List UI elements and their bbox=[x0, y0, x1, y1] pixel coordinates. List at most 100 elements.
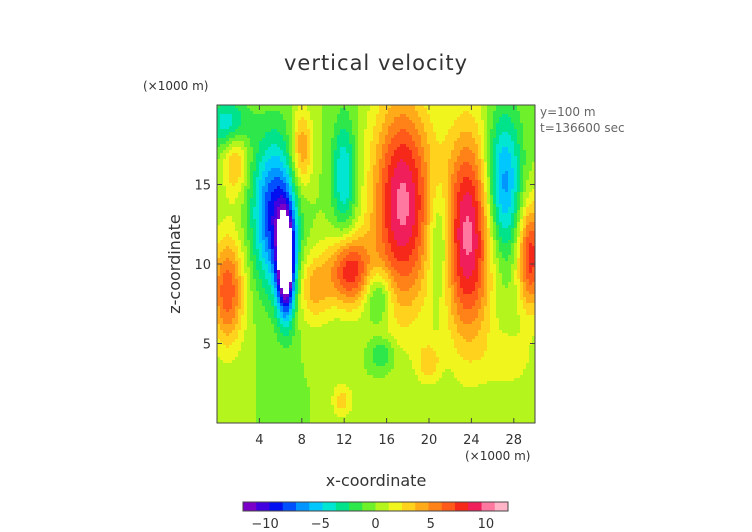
heatmap-cell bbox=[454, 243, 458, 247]
heatmap-cell bbox=[247, 144, 251, 148]
heatmap-cell bbox=[493, 159, 497, 163]
heatmap-cell bbox=[331, 231, 335, 235]
heatmap-cell bbox=[469, 120, 473, 124]
heatmap-cell bbox=[325, 186, 329, 190]
heatmap-cell bbox=[292, 198, 296, 202]
heatmap-cell bbox=[358, 216, 362, 220]
heatmap-cell bbox=[442, 108, 446, 112]
heatmap-cell bbox=[244, 123, 248, 127]
heatmap-cell bbox=[328, 231, 332, 235]
heatmap-cell bbox=[454, 123, 458, 127]
heatmap-cell bbox=[466, 225, 470, 229]
heatmap-cell bbox=[280, 192, 284, 196]
heatmap-cell bbox=[310, 225, 314, 229]
heatmap-cell bbox=[457, 138, 461, 142]
heatmap-cell bbox=[421, 147, 425, 151]
heatmap-cell bbox=[526, 123, 530, 127]
heatmap-cell bbox=[268, 240, 272, 244]
heatmap-cell bbox=[487, 111, 491, 115]
heatmap-cell bbox=[322, 120, 326, 124]
heatmap-cell bbox=[265, 192, 269, 196]
heatmap-cell bbox=[523, 141, 527, 145]
heatmap-cell bbox=[304, 150, 308, 154]
heatmap-cell bbox=[340, 126, 344, 130]
heatmap-cell bbox=[376, 120, 380, 124]
heatmap-cell bbox=[421, 129, 425, 133]
heatmap-cell bbox=[466, 162, 470, 166]
heatmap-cell bbox=[256, 195, 260, 199]
heatmap-cell bbox=[391, 234, 395, 238]
heatmap-cell bbox=[376, 126, 380, 130]
heatmap-cell bbox=[289, 159, 293, 163]
heatmap-cell bbox=[418, 198, 422, 202]
heatmap-cell bbox=[349, 141, 353, 145]
heatmap-cell bbox=[511, 219, 515, 223]
heatmap-cell bbox=[523, 171, 527, 175]
heatmap-cell bbox=[526, 204, 530, 208]
heatmap-cell bbox=[430, 165, 434, 169]
heatmap-cell bbox=[475, 105, 479, 109]
heatmap-cell bbox=[430, 168, 434, 172]
heatmap-cell bbox=[436, 126, 440, 130]
heatmap-cell bbox=[253, 159, 257, 163]
heatmap-cell bbox=[487, 108, 491, 112]
heatmap-cell bbox=[340, 141, 344, 145]
heatmap-cell bbox=[238, 186, 242, 190]
heatmap-cell bbox=[529, 117, 533, 121]
heatmap-cell bbox=[520, 240, 524, 244]
heatmap-cell bbox=[226, 108, 230, 112]
heatmap-cell bbox=[238, 141, 242, 145]
heatmap-cell bbox=[388, 162, 392, 166]
heatmap-cell bbox=[268, 114, 272, 118]
heatmap-cell bbox=[487, 141, 491, 145]
heatmap-cell bbox=[403, 228, 407, 232]
heatmap-cell bbox=[451, 114, 455, 118]
heatmap-cell bbox=[478, 195, 482, 199]
heatmap-cell bbox=[454, 201, 458, 205]
heatmap-cell bbox=[409, 147, 413, 151]
heatmap-cell bbox=[520, 210, 524, 214]
heatmap-cell bbox=[415, 213, 419, 217]
heatmap-cell bbox=[469, 162, 473, 166]
heatmap-cell bbox=[325, 243, 329, 247]
heatmap-cell bbox=[271, 198, 275, 202]
heatmap-cell bbox=[325, 183, 329, 187]
heatmap-cell bbox=[436, 231, 440, 235]
heatmap-cell bbox=[229, 147, 233, 151]
heatmap-cell bbox=[367, 171, 371, 175]
heatmap-cell bbox=[313, 174, 317, 178]
heatmap-cell bbox=[385, 126, 389, 130]
heatmap-cell bbox=[391, 237, 395, 241]
heatmap-cell bbox=[313, 180, 317, 184]
heatmap-cell bbox=[481, 120, 485, 124]
heatmap-cell bbox=[394, 234, 398, 238]
heatmap-cell bbox=[517, 225, 521, 229]
heatmap-cell bbox=[346, 225, 350, 229]
heatmap-cell bbox=[499, 165, 503, 169]
heatmap-cell bbox=[247, 222, 251, 226]
heatmap-cell bbox=[343, 231, 347, 235]
heatmap-cell bbox=[304, 219, 308, 223]
heatmap-cell bbox=[361, 231, 365, 235]
heatmap-cell bbox=[298, 168, 302, 172]
heatmap-cell bbox=[448, 117, 452, 121]
heatmap-cell bbox=[265, 186, 269, 190]
heatmap-cell bbox=[388, 219, 392, 223]
heatmap-cell bbox=[226, 168, 230, 172]
heatmap-cell bbox=[262, 156, 266, 160]
heatmap-cell bbox=[523, 225, 527, 229]
heatmap-cell bbox=[388, 216, 392, 220]
heatmap-cell bbox=[217, 132, 221, 136]
heatmap-cell bbox=[532, 231, 535, 235]
heatmap-cell bbox=[310, 114, 314, 118]
heatmap-cell bbox=[445, 237, 449, 241]
heatmap-cell bbox=[352, 237, 356, 241]
heatmap-cell bbox=[256, 201, 260, 205]
heatmap-cell bbox=[388, 240, 392, 244]
heatmap-cell bbox=[343, 129, 347, 133]
heatmap-cell bbox=[268, 165, 272, 169]
heatmap-cell bbox=[430, 174, 434, 178]
heatmap-cell bbox=[502, 126, 506, 130]
heatmap-cell bbox=[361, 141, 365, 145]
heatmap-cell bbox=[478, 171, 482, 175]
